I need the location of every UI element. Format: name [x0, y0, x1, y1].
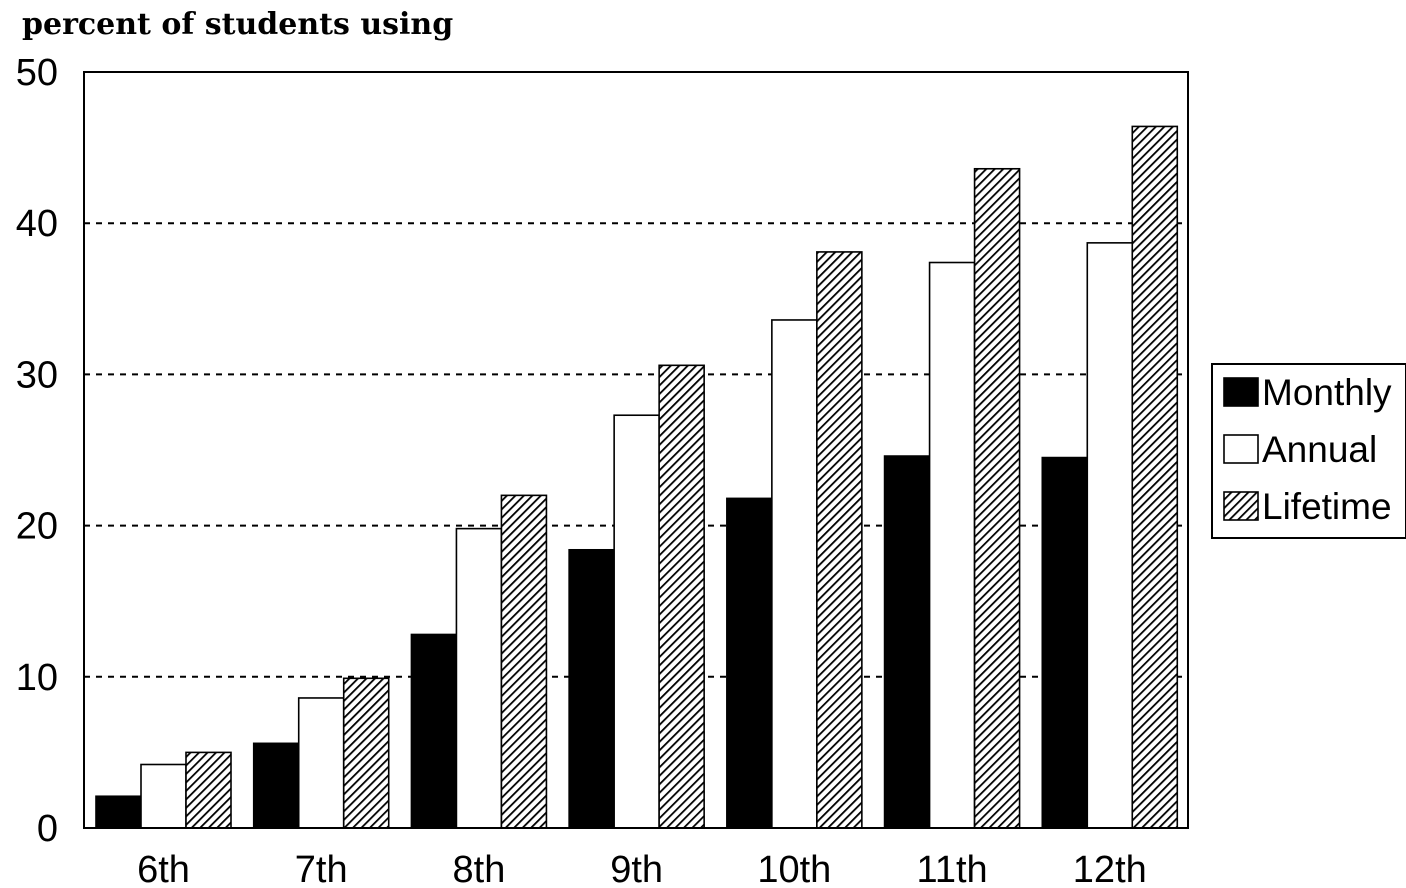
bar-monthly-8th: [410, 633, 458, 829]
legend-swatch-annual: [1223, 434, 1259, 464]
x-tick-label: 7th: [295, 849, 348, 888]
legend-swatch-lifetime: [1223, 491, 1259, 521]
y-tick-label: 10: [16, 657, 58, 699]
bar-monthly-9th: [568, 548, 615, 829]
y-tick-label: 50: [16, 52, 58, 94]
x-tick-label: 12th: [1073, 849, 1147, 888]
bar-lifetime-8th: [500, 494, 548, 829]
bar-monthly-6th: [95, 795, 142, 829]
bar-monthly-12th: [1041, 456, 1089, 829]
bar-lifetime-7th: [342, 677, 390, 829]
bar-lifetime-10th: [816, 251, 863, 829]
y-axis-label: percent of students using: [22, 7, 453, 42]
bar-annual-10th: [771, 319, 818, 829]
x-tick-label: 10th: [757, 849, 831, 888]
x-ticks: 6th 7th 8th 9th 10th 11th 12th: [137, 849, 1147, 888]
bar-lifetime-12th: [1131, 125, 1179, 829]
legend-label-monthly: Monthly: [1262, 372, 1392, 413]
y-tick-label: 40: [16, 203, 58, 245]
legend-label-annual: Annual: [1262, 429, 1377, 470]
bar-lifetime-11th: [973, 167, 1021, 829]
legend-swatch-monthly: [1223, 377, 1259, 407]
bar-lifetime-9th: [658, 364, 705, 829]
x-tick-label: 6th: [137, 849, 190, 888]
legend: Monthly Annual Lifetime: [1211, 363, 1406, 539]
bar-annual-11th: [928, 261, 976, 829]
legend-label-lifetime: Lifetime: [1262, 486, 1392, 527]
bar-annual-12th: [1086, 242, 1134, 829]
y-tick-label: 20: [16, 506, 58, 548]
bar-monthly-10th: [726, 497, 773, 829]
x-tick-label: 9th: [610, 849, 663, 888]
bar-lifetime-6th: [185, 751, 232, 829]
bar-annual-7th: [297, 697, 345, 829]
bar-annual-8th: [455, 527, 503, 829]
y-ticks: 0 10 20 30 40 50: [16, 52, 58, 850]
x-tick-label: 8th: [453, 849, 506, 888]
bar-annual-9th: [613, 414, 660, 829]
y-tick-label: 30: [16, 354, 58, 396]
y-tick-label: 0: [37, 808, 58, 850]
bar-monthly-11th: [883, 455, 931, 829]
bars: [95, 125, 1179, 829]
x-tick-label: 11th: [917, 849, 988, 888]
bar-monthly-7th: [252, 742, 300, 829]
bar-annual-6th: [140, 763, 187, 829]
plot-frame: [83, 71, 1189, 829]
